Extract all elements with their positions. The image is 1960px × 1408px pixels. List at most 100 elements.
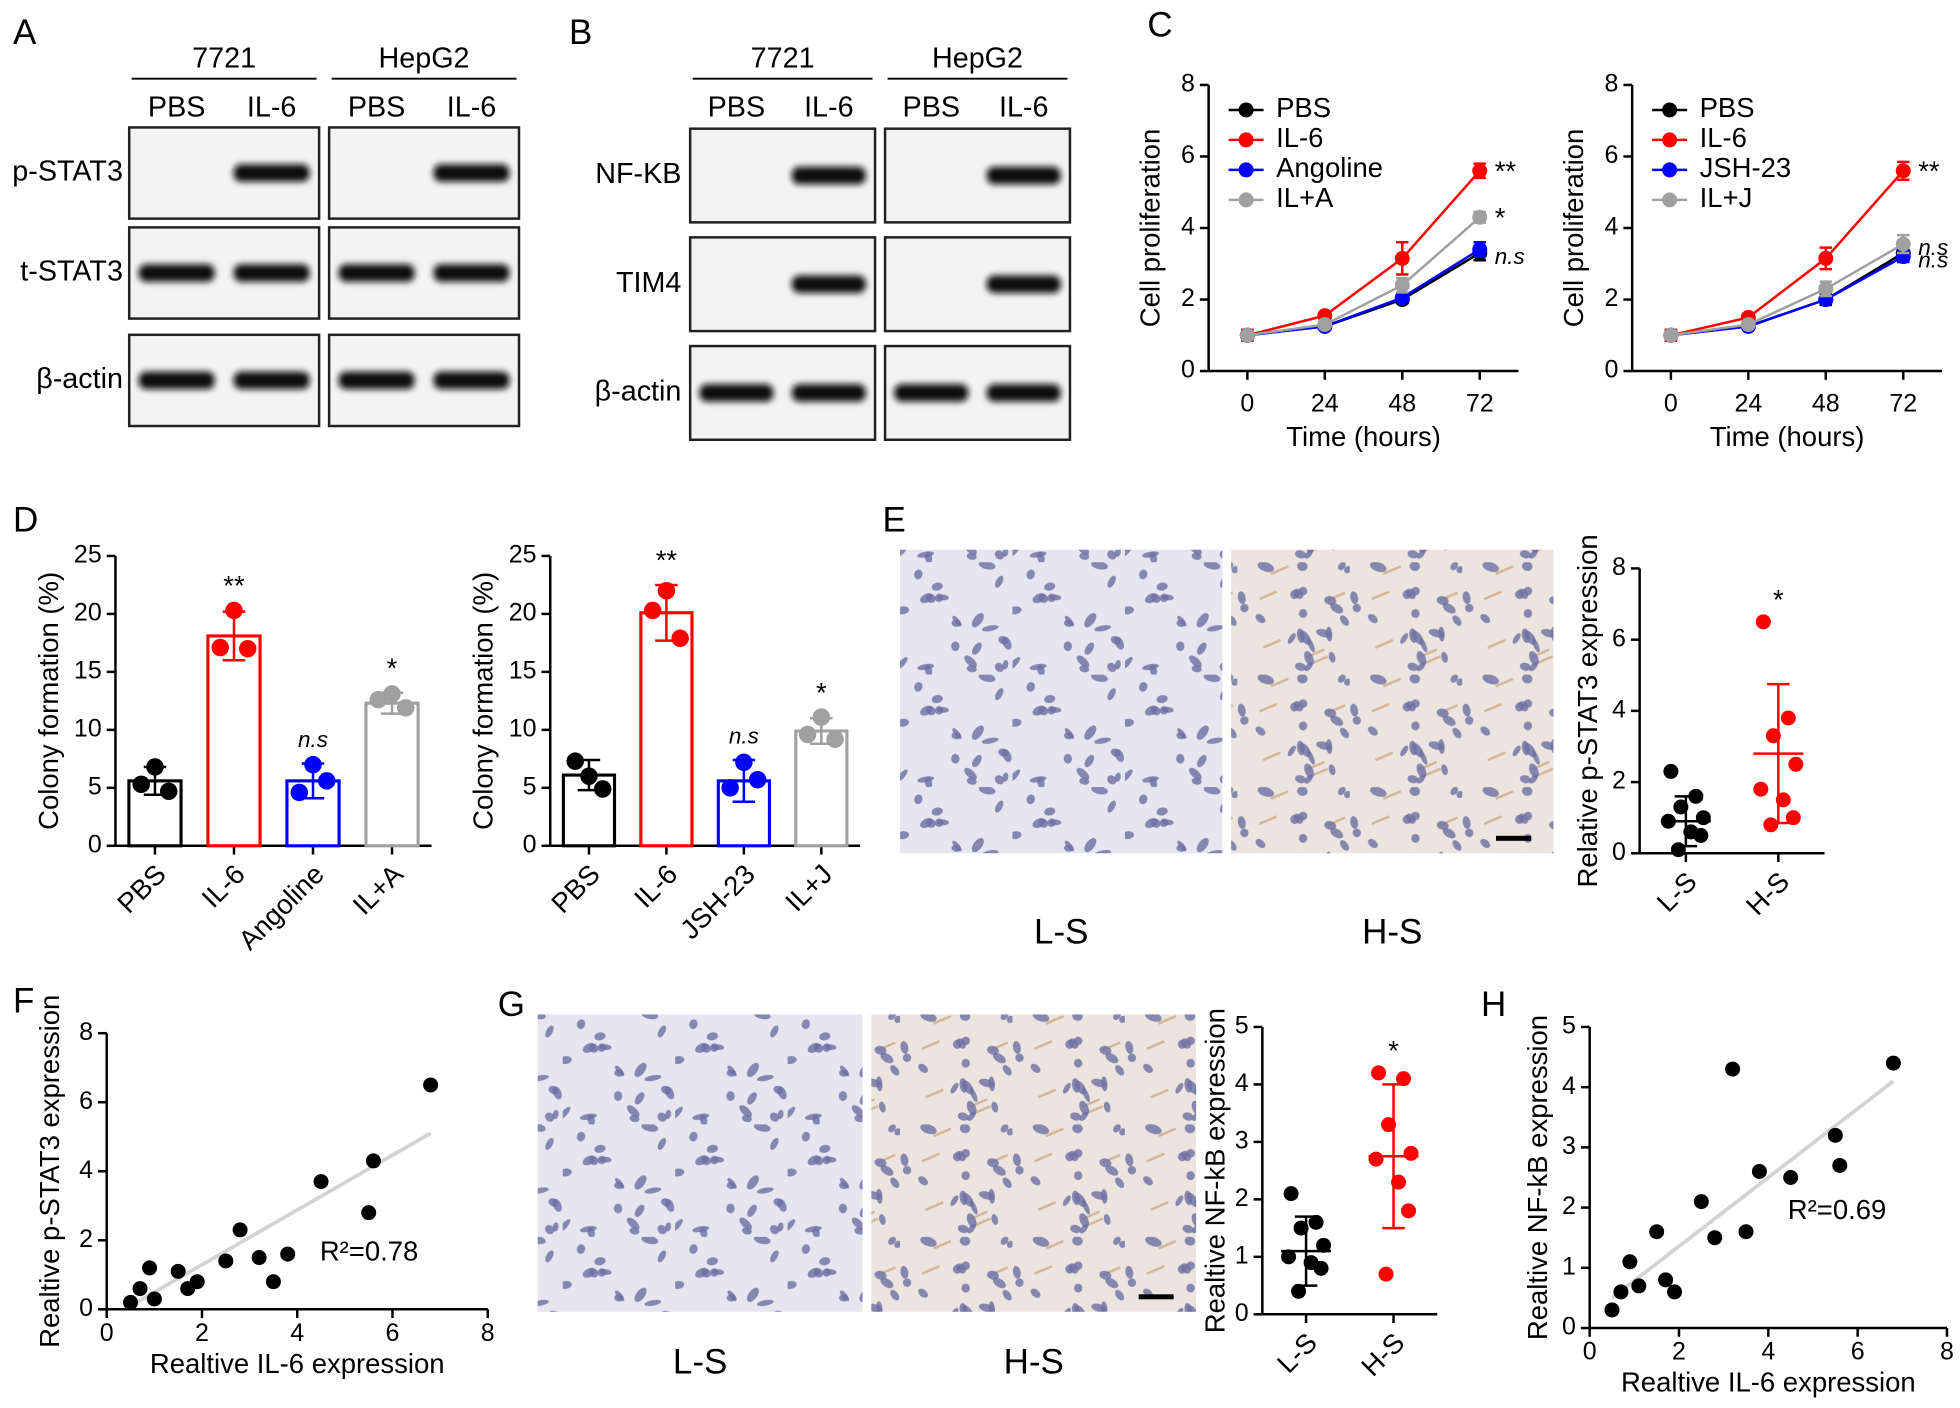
band bbox=[699, 384, 774, 402]
replicate-point bbox=[238, 639, 257, 658]
x-tick-label: 72 bbox=[1889, 389, 1917, 417]
band bbox=[433, 264, 510, 282]
y-tick-label: 0 bbox=[523, 830, 537, 858]
scatter-point bbox=[423, 1077, 439, 1093]
scatter-point bbox=[1783, 1170, 1799, 1185]
x-tick-label: 0 bbox=[1583, 1338, 1597, 1366]
lane-label: PBS bbox=[708, 91, 765, 123]
y-tick-label: 2 bbox=[1605, 284, 1619, 312]
x-tick-label: 6 bbox=[1851, 1338, 1865, 1366]
error-bar bbox=[1294, 1215, 1318, 1287]
y-tick-label: 10 bbox=[74, 714, 102, 742]
legend-marker bbox=[1662, 192, 1678, 208]
point bbox=[1472, 241, 1488, 257]
x-tick-label: H-S bbox=[1740, 866, 1795, 921]
replicate-point bbox=[580, 767, 598, 785]
sample-point bbox=[1281, 1249, 1297, 1265]
scatter-point bbox=[1667, 1284, 1683, 1300]
panel-letter: F bbox=[13, 981, 34, 1020]
replicate-point bbox=[798, 725, 817, 744]
annotation: * bbox=[1388, 1035, 1399, 1066]
sample-point bbox=[1371, 1065, 1387, 1081]
lane-label: PBS bbox=[903, 91, 960, 123]
replicate-point bbox=[211, 638, 229, 657]
bar bbox=[206, 634, 262, 848]
y-axis-label: Colony formation (%) bbox=[468, 572, 499, 830]
blot-row-label: β-actin bbox=[595, 376, 682, 408]
x-axis-label: Realtive IL-6 expression bbox=[1621, 1367, 1916, 1398]
legend-label: IL+A bbox=[1276, 182, 1334, 213]
legend-label: Angoline bbox=[1276, 152, 1383, 183]
y-tick-label: 2 bbox=[1181, 284, 1195, 312]
x-tick-label: 4 bbox=[290, 1319, 304, 1347]
x-axis-label: Realtive IL-6 expression bbox=[150, 1348, 445, 1379]
legend-marker bbox=[1238, 132, 1254, 148]
replicate-point bbox=[369, 690, 388, 709]
x-tick-label: L-S bbox=[1271, 1327, 1323, 1379]
blot-row-label: p-STAT3 bbox=[12, 156, 123, 188]
histology-image bbox=[537, 1014, 863, 1312]
y-axis-label: Cell proliferation bbox=[1135, 129, 1166, 327]
y-tick-label: 8 bbox=[1605, 70, 1619, 98]
lane-label: IL-6 bbox=[999, 91, 1049, 123]
y-axis-label: Relative p-STAT3 expression bbox=[1572, 534, 1603, 887]
sample-point bbox=[1755, 614, 1771, 630]
panel-letter: E bbox=[883, 500, 906, 539]
sample-point bbox=[1670, 842, 1686, 858]
replicate-point bbox=[748, 770, 767, 789]
blot-row-label: NF-KB bbox=[595, 158, 681, 190]
lane-label: IL-6 bbox=[447, 91, 497, 123]
lane-label: PBS bbox=[348, 91, 405, 123]
point bbox=[1663, 327, 1679, 343]
y-tick-label: 0 bbox=[79, 1294, 93, 1322]
y-tick-label: 8 bbox=[1612, 553, 1626, 581]
band bbox=[233, 371, 310, 390]
image-label: L-S bbox=[1034, 913, 1088, 952]
replicate-point bbox=[159, 782, 178, 801]
replicate-point bbox=[146, 758, 164, 776]
y-axis-label: Realtive NF-kB expression bbox=[1522, 1015, 1553, 1340]
y-tick-label: 25 bbox=[509, 541, 537, 569]
y-tick-label: 0 bbox=[1181, 356, 1195, 384]
scatter-point bbox=[361, 1205, 377, 1221]
replicate-point bbox=[290, 783, 309, 802]
x-tick-label: 24 bbox=[1311, 389, 1339, 417]
y-tick-label: 2 bbox=[1235, 1184, 1249, 1212]
scatter-point bbox=[1707, 1230, 1723, 1246]
band bbox=[338, 264, 415, 282]
point bbox=[1317, 317, 1333, 333]
trendline bbox=[1610, 1079, 1895, 1300]
replicate-point bbox=[383, 685, 401, 703]
scatter-point bbox=[1738, 1224, 1754, 1240]
y-tick-label: 4 bbox=[79, 1156, 93, 1184]
blot-group: 7721 bbox=[751, 43, 815, 75]
replicate-point bbox=[318, 772, 336, 790]
annotation: ** bbox=[1918, 156, 1940, 187]
y-tick-label: 5 bbox=[1562, 1012, 1576, 1040]
band bbox=[433, 371, 510, 390]
band bbox=[894, 384, 969, 402]
band bbox=[138, 264, 215, 282]
replicate-point bbox=[304, 755, 322, 774]
annotation: * bbox=[1495, 202, 1506, 233]
sample-point bbox=[1378, 1266, 1394, 1282]
y-tick-label: 4 bbox=[1181, 213, 1195, 241]
x-tick-label: 2 bbox=[195, 1319, 209, 1347]
scatter-point bbox=[1649, 1224, 1665, 1240]
scale-bar bbox=[1138, 1294, 1174, 1300]
panel-letter: D bbox=[13, 500, 38, 539]
y-tick-label: 5 bbox=[88, 772, 102, 800]
legend-label: PBS bbox=[1276, 92, 1331, 123]
lane-label: IL-6 bbox=[247, 91, 296, 123]
scatter-point bbox=[232, 1222, 248, 1238]
sample-point bbox=[1308, 1214, 1324, 1230]
band bbox=[233, 164, 310, 182]
r2-label: R²=0.69 bbox=[1788, 1194, 1887, 1225]
y-tick-label: 2 bbox=[1562, 1192, 1576, 1220]
x-axis-label: Time (hours) bbox=[1286, 421, 1441, 452]
histology-image bbox=[871, 1014, 1197, 1312]
x-tick-label: IL-6 bbox=[628, 858, 683, 913]
scatter-point bbox=[123, 1294, 139, 1310]
error-bar bbox=[1674, 795, 1698, 848]
